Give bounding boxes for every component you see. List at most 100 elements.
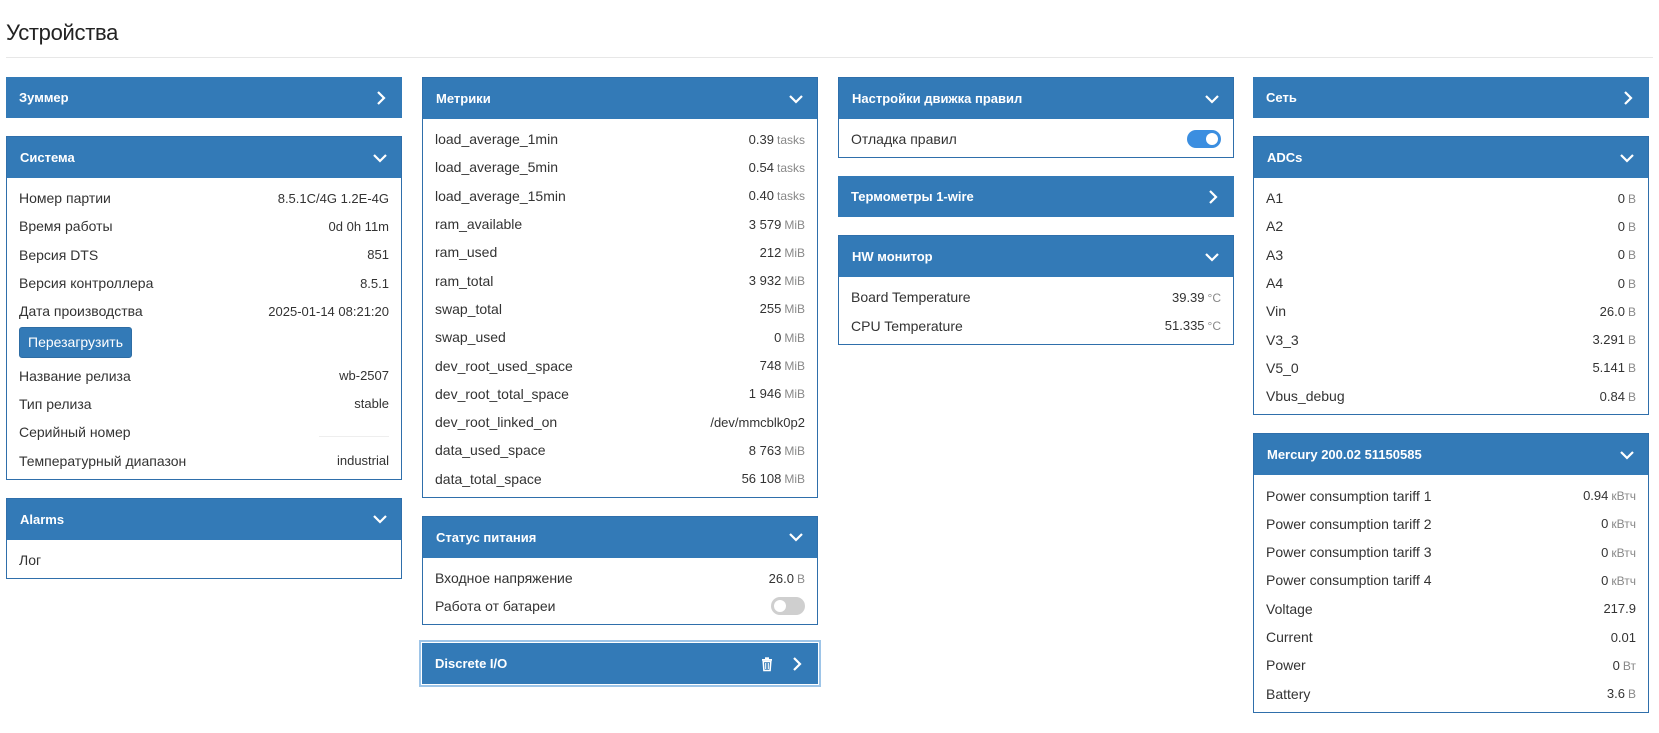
panel-hw-monitor-header[interactable]: HW монитор (839, 236, 1233, 278)
row-label: dev_root_used_space (435, 357, 573, 374)
panel-system: Система Номер партии 8.5.1C/4G 1.2E-4G Вре… (6, 136, 402, 480)
row-value: 0 кВтч (1601, 573, 1636, 588)
value-text: 0.40 (748, 188, 774, 204)
row-value: 0.84 В (1600, 389, 1636, 404)
row-value: 748 MiB (760, 358, 805, 373)
panel-alarms-header[interactable]: Alarms (7, 498, 401, 540)
panel-mercury-header[interactable]: Mercury 200.02 51150585 (1254, 434, 1648, 476)
list-item: V5_0 5.141 В (1266, 354, 1636, 382)
chevron-right-icon (1209, 190, 1218, 204)
row-label: A2 (1266, 218, 1284, 235)
row-label: data_total_space (435, 470, 542, 487)
row-label: V3_3 (1266, 331, 1299, 348)
row-label: Отладка правил (851, 131, 957, 148)
row-value: 0 кВтч (1601, 545, 1636, 560)
value-text: 8.5.1 (360, 275, 389, 291)
value-text: 0 (1617, 247, 1625, 263)
title-divider (6, 57, 1653, 58)
row-value: stable (354, 396, 389, 411)
row-label: ram_available (435, 216, 523, 233)
list-item: Power consumption tariff 1 0.94 кВтч (1266, 481, 1636, 509)
list-item: swap_total 255 MiB (435, 295, 805, 323)
panel-rule-engine-header[interactable]: Настройки движка правил (839, 78, 1233, 119)
list-item: load_average_1min 0.39 tasks (435, 125, 805, 153)
column-1: Зуммер Система Номер партии 8.5.1C/4G 1.2… (6, 77, 402, 597)
row-label: CPU Temperature (851, 317, 963, 334)
value-text: 0 (1601, 516, 1609, 532)
row-value: 0.39 tasks (749, 132, 805, 147)
list-item: Power consumption tariff 2 0 кВтч (1266, 510, 1636, 538)
value-unit: °C (1207, 290, 1221, 305)
list-item: A2 0 В (1266, 212, 1636, 240)
row-label: Версия контроллера (19, 275, 154, 292)
panel-title: Alarms (20, 511, 65, 527)
row-value: 39.39 °C (1172, 290, 1221, 305)
list-item: Power 0 Вт (1266, 651, 1636, 679)
panel-network-header[interactable]: Сеть (1253, 77, 1649, 118)
value-unit: В (1627, 389, 1636, 404)
value-unit: кВтч (1611, 517, 1636, 532)
chevron-right-icon (1624, 90, 1633, 105)
value-unit: MiB (784, 302, 805, 317)
row-value: 255 MiB (760, 301, 805, 316)
list-item: V3_3 3.291 В (1266, 325, 1636, 353)
row-value: 0d 0h 11m (329, 219, 389, 234)
panel-system-header[interactable]: Система (7, 137, 401, 178)
panel-buzzer: Зуммер (6, 77, 402, 118)
row-label: A1 (1266, 190, 1284, 207)
value-text: /dev/mmcblk0p2 (710, 414, 805, 430)
panel-adcs-header[interactable]: ADCs (1254, 137, 1648, 178)
trash-icon[interactable] (759, 656, 775, 672)
row-label: swap_total (435, 300, 502, 317)
row-label: data_used_space (435, 442, 546, 459)
list-item: A1 0 В (1266, 184, 1636, 212)
battery-toggle[interactable] (771, 597, 805, 616)
row-label: Battery (1266, 685, 1311, 702)
value-text: 0 (1617, 275, 1625, 291)
row-label: dev_root_linked_on (435, 414, 558, 431)
row-label: Время работы (19, 218, 113, 235)
value-text: 0 (1617, 218, 1625, 234)
list-item: Версия контроллера 8.5.1 (19, 269, 389, 297)
list-item: Current 0.01 (1266, 623, 1636, 651)
panel-title: Термометры 1-wire (851, 189, 974, 205)
row-label: Power consumption tariff 4 (1266, 572, 1432, 589)
value-unit: MiB (784, 330, 805, 345)
value-unit: tasks (776, 189, 805, 204)
list-item: swap_used 0 MiB (435, 323, 805, 351)
row-value: 0.54 tasks (749, 160, 805, 175)
reboot-button[interactable]: Перезагрузить (19, 327, 132, 359)
list-item: Дата производства 2025-01-14 08:21:20 (19, 297, 389, 325)
list-item: A4 0 В (1266, 269, 1636, 297)
list-item: Voltage 217.9 (1266, 595, 1636, 623)
value-unit: кВтч (1611, 545, 1636, 560)
panel-mercury: Mercury 200.02 51150585 Power consumptio… (1253, 433, 1649, 713)
row-value: 5.141 В (1592, 360, 1636, 375)
list-item: Время работы 0d 0h 11m (19, 212, 389, 240)
panel-thermometers-header[interactable]: Термометры 1-wire (838, 176, 1234, 218)
value-text: 39.39 (1171, 289, 1205, 305)
row-value: 0.94 кВтч (1583, 488, 1636, 503)
list-item: Лог (19, 546, 389, 574)
row-value: 3.291 В (1592, 332, 1636, 347)
column-2: Метрики load_average_1min 0.39 tasks load_a… (419, 77, 821, 702)
panel-discrete-io-header[interactable]: Discrete I/O (422, 643, 818, 685)
rule-debug-toggle[interactable] (1187, 130, 1221, 149)
value-unit: кВтч (1611, 573, 1636, 588)
value-unit: В (1627, 333, 1636, 348)
list-item: data_used_space 8 763 MiB (435, 436, 805, 464)
value-unit: В (1627, 191, 1636, 206)
row-value: 0 кВтч (1601, 516, 1636, 531)
value-text: 0.01 (1610, 629, 1636, 645)
list-item: Board Temperature 39.39 °C (851, 283, 1221, 311)
row-value: /dev/mmcblk0p2 (710, 415, 805, 430)
value-text: 2025-01-14 08:21:20 (268, 303, 389, 319)
value-text: 0 (774, 329, 782, 345)
panel-metrics-header[interactable]: Метрики (423, 78, 817, 119)
row-label: Температурный диапазон (19, 452, 187, 469)
list-item: Версия DTS 851 (19, 241, 389, 269)
row-value: 0.40 tasks (749, 188, 805, 203)
panel-power-status-header[interactable]: Статус питания (423, 516, 817, 558)
panel-buzzer-header[interactable]: Зуммер (6, 77, 402, 118)
